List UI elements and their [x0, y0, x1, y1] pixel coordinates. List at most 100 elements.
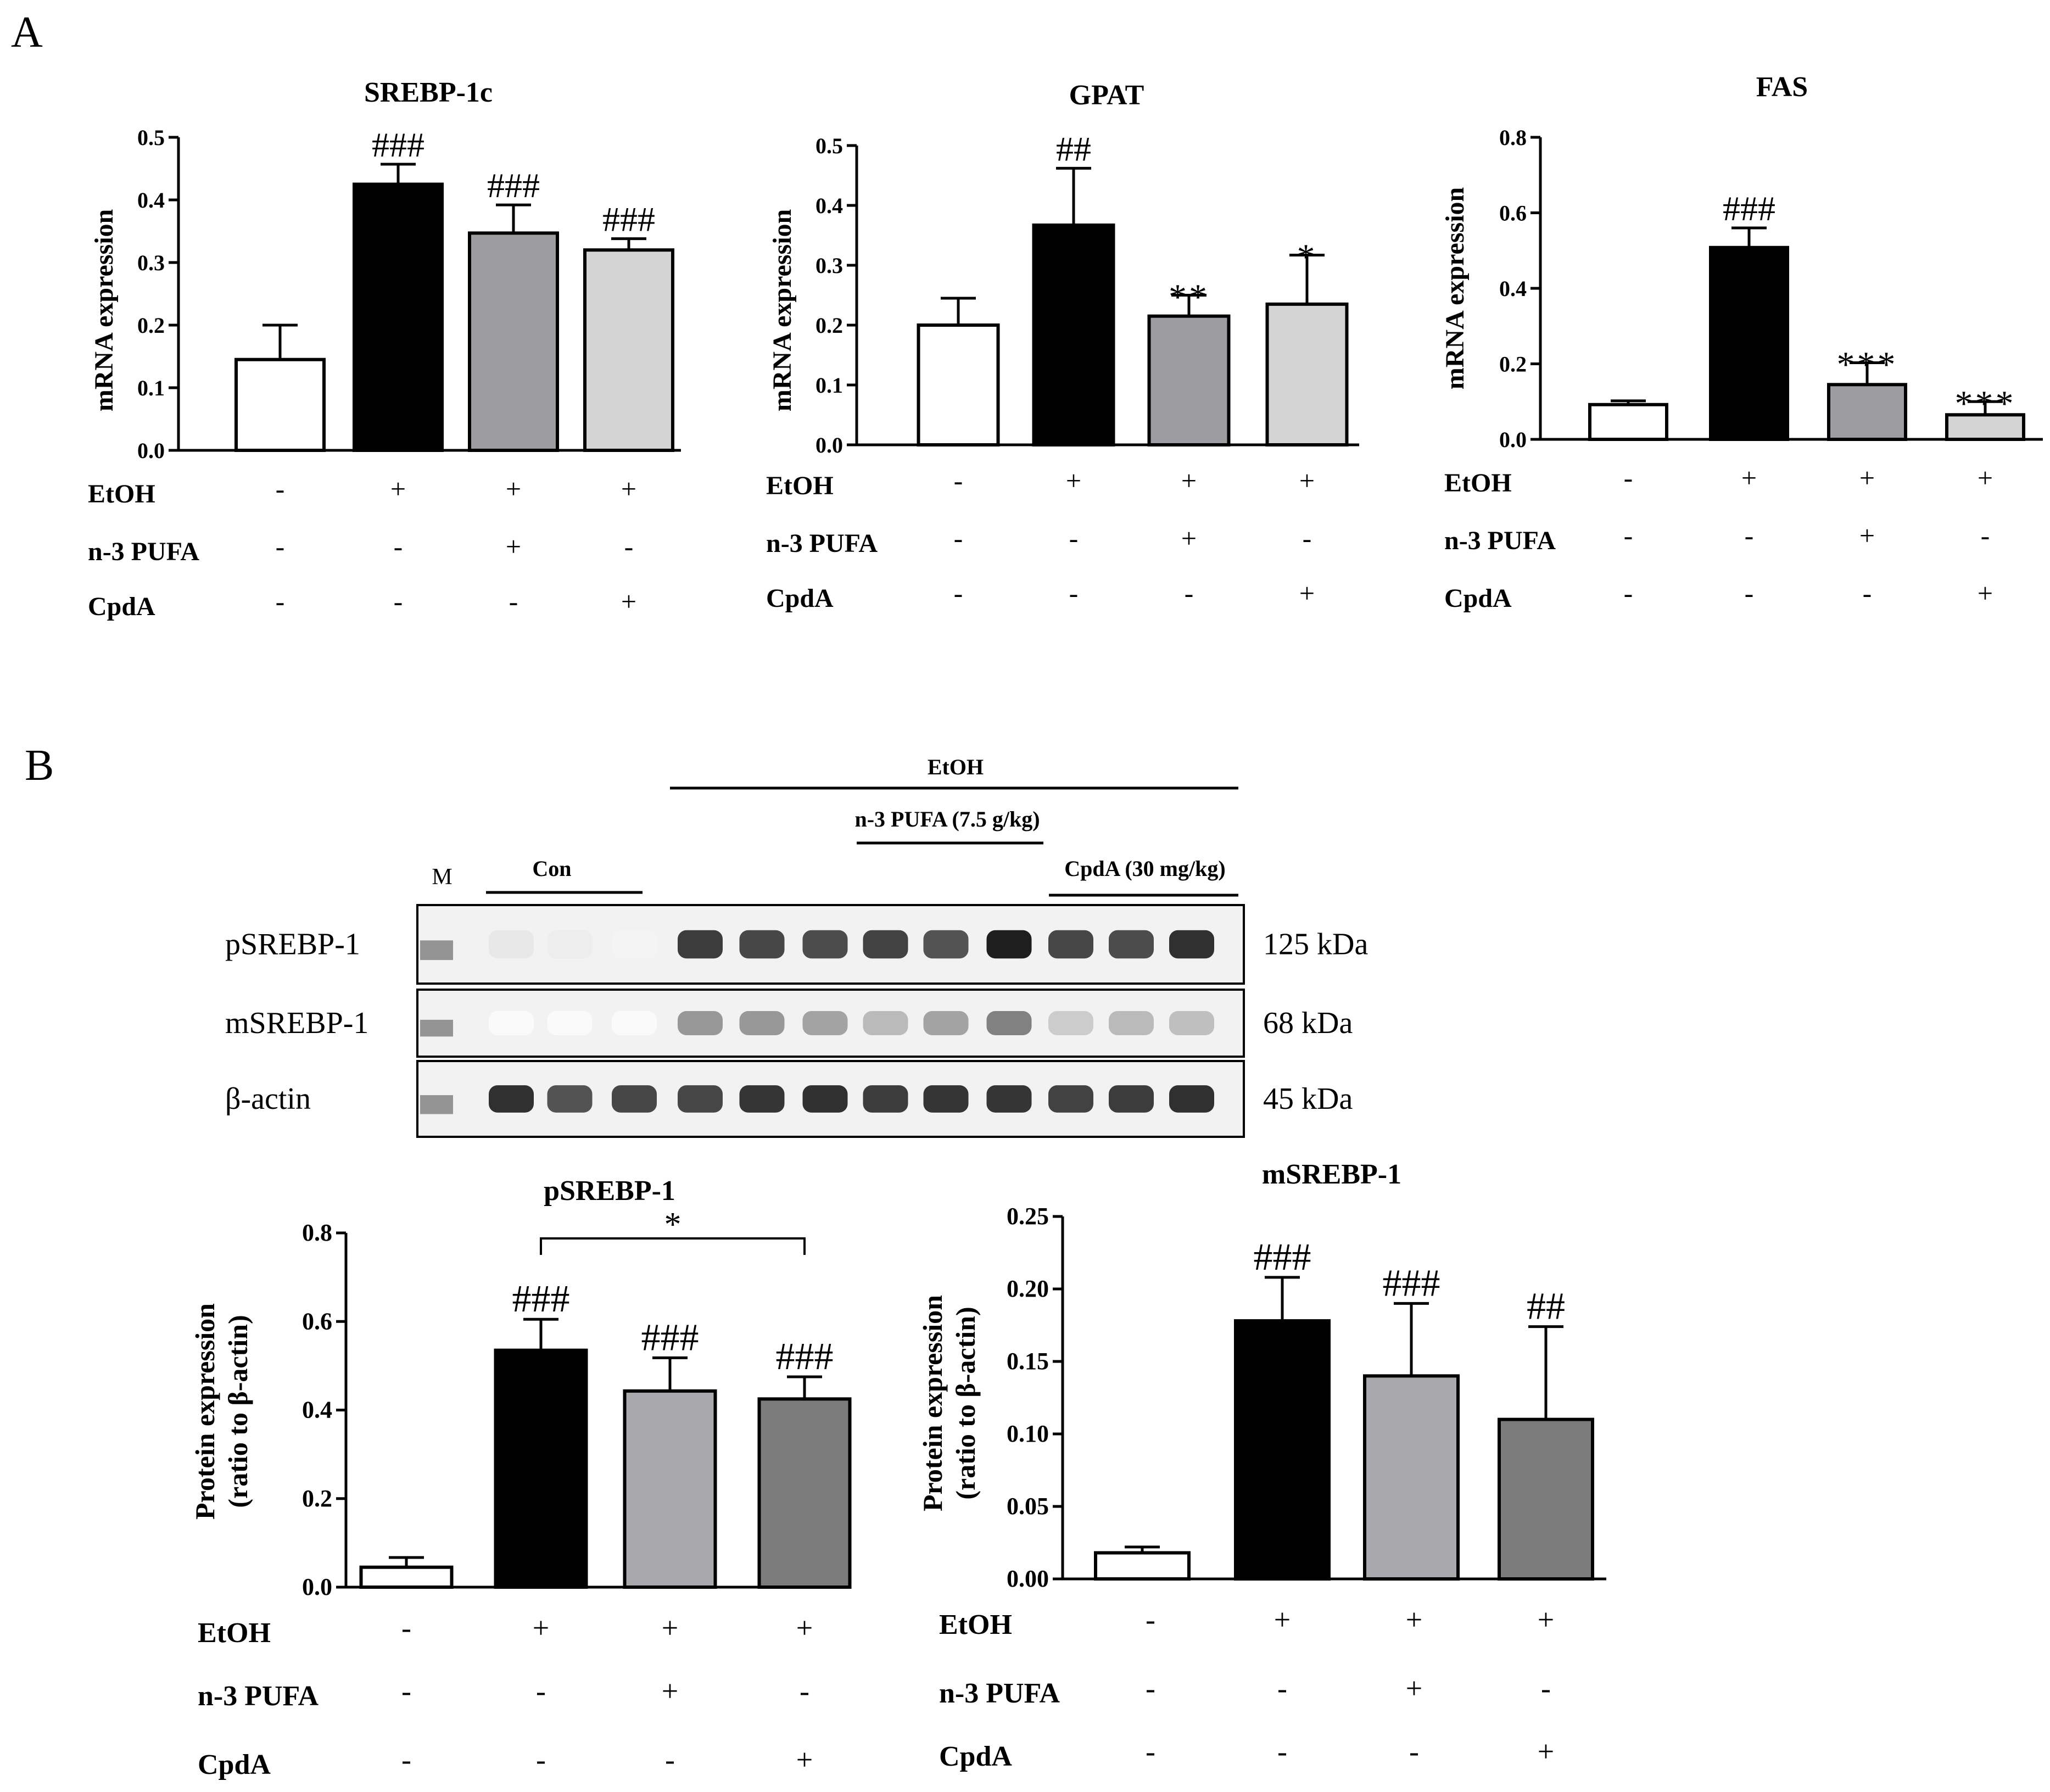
blot-band: [678, 930, 723, 959]
marker-band: [420, 1095, 453, 1114]
bar: [1827, 383, 1907, 441]
y-tick-label: 0.00: [1007, 1565, 1049, 1592]
bar: [1234, 1319, 1331, 1581]
blot-band: [678, 1011, 723, 1035]
blot-band: [1048, 1011, 1093, 1035]
treatment-sign: +: [1859, 462, 1875, 493]
bar: [1265, 302, 1349, 446]
bar: [623, 1389, 717, 1589]
treatment-sign: +: [1406, 1672, 1422, 1705]
treatment-sign: -: [536, 1743, 546, 1776]
blot-band: [802, 1011, 848, 1035]
blot-row-label: mSREBP-1: [225, 1006, 368, 1040]
bar: [494, 1348, 588, 1589]
significance-label: ###: [512, 1278, 570, 1320]
bar: [757, 1397, 852, 1589]
significance-label: ###: [1723, 189, 1775, 228]
treatment-sign: +: [621, 586, 636, 617]
treatment-sign: -: [665, 1743, 675, 1776]
treatment-sign: +: [1406, 1603, 1422, 1636]
treatment-sign: -: [276, 473, 285, 504]
treatment-sign: +: [1274, 1603, 1291, 1636]
bar: [917, 323, 1000, 446]
significance-label: ###: [641, 1316, 699, 1359]
y-tick-label: 0.25: [1007, 1203, 1049, 1230]
blot-band: [1109, 1085, 1154, 1113]
treatment-sign: -: [624, 531, 634, 562]
treatment-sign: +: [662, 1674, 678, 1707]
chart-title: GPAT: [1069, 80, 1144, 111]
blot-band: [678, 1085, 723, 1113]
treatment-sign: +: [390, 473, 406, 504]
treatment-sign: -: [1069, 523, 1079, 554]
treatment-sign: +: [662, 1611, 678, 1644]
treatment-sign: -: [954, 465, 963, 496]
y-tick-label: 0.4: [815, 193, 843, 218]
blot-band: [612, 930, 657, 959]
significance-label: ##: [1056, 129, 1091, 168]
blot-band: [547, 1011, 593, 1035]
treatment-sign: +: [1741, 462, 1757, 493]
treatment-sign: -: [1745, 578, 1754, 609]
chart-gpat: GPAT mRNA expression 0.0 0.1 0.2 0.3 0.4 0.5 ## *…: [766, 80, 1359, 613]
blot-size-label: 45 kDa: [1263, 1082, 1353, 1116]
blot-band: [863, 1011, 908, 1035]
blot-row-label: pSREBP-1: [225, 928, 360, 962]
bar: [1094, 1551, 1191, 1581]
treatment-sign: -: [536, 1674, 546, 1707]
chart-title: mSREBP-1: [1262, 1159, 1401, 1190]
treatment-label: EtOH: [198, 1617, 271, 1649]
treatment-sign: -: [1981, 520, 1990, 551]
blot-row-label: β-actin: [225, 1082, 311, 1116]
bar: [1588, 403, 1668, 441]
bar: [1945, 413, 2025, 441]
treatment-sign: +: [796, 1743, 813, 1776]
treatment-label: CpdA: [88, 592, 155, 621]
significance-label: ###: [1254, 1236, 1311, 1279]
blot-band: [1169, 1085, 1214, 1113]
y-tick-label: 0.5: [137, 125, 165, 150]
y-tick-label: 0.0: [1499, 427, 1527, 452]
bar: [1147, 314, 1231, 447]
significance-label: ###: [1383, 1262, 1440, 1304]
treatment-sign: +: [1066, 465, 1081, 496]
y-axis-label: Protein expression(ratio to β-actin): [917, 1295, 981, 1511]
treatment-sign: -: [1624, 462, 1633, 493]
treatment-sign: -: [401, 1674, 411, 1707]
treatment-label: CpdA: [1444, 584, 1512, 613]
y-tick-label: 0.3: [137, 250, 165, 275]
treatment-label: EtOH: [939, 1609, 1012, 1640]
treatment-sign: -: [1146, 1603, 1155, 1636]
treatment-sign: -: [954, 523, 963, 554]
chart-title: pSREBP-1: [544, 1175, 675, 1207]
treatment-label: CpdA: [766, 584, 834, 613]
bar: [1032, 223, 1115, 446]
y-tick-label: 0.1: [137, 376, 165, 400]
y-tick-label: 0.5: [815, 133, 843, 158]
panel-label-a: A: [11, 8, 43, 57]
blot-size-label: 125 kDa: [1263, 928, 1368, 962]
marker-band: [420, 940, 453, 961]
western-blot: EtOH n-3 PUFA (7.5 g/kg) M Con CpdA (30 …: [225, 755, 1368, 1138]
blot-cpda-label: CpdA (30 mg/kg): [1064, 856, 1225, 881]
treatment-sign: -: [1409, 1735, 1419, 1768]
treatment-sign: +: [1299, 465, 1315, 496]
treatment-sign: +: [621, 473, 636, 504]
y-axis-label-line: Protein expression: [189, 1303, 220, 1520]
blot-size-label: 68 kDa: [1263, 1006, 1353, 1040]
treatment-sign: +: [506, 473, 521, 504]
treatment-sign: -: [394, 586, 403, 617]
y-tick-label: 0.8: [302, 1219, 332, 1246]
treatment-sign: +: [533, 1611, 549, 1644]
bar: [468, 231, 559, 452]
treatment-sign: -: [1146, 1672, 1155, 1705]
significance-label: **: [1169, 277, 1209, 317]
y-axis-label: mRNA expression: [768, 209, 797, 411]
y-tick-label: 0.05: [1007, 1493, 1049, 1520]
y-tick-label: 0.4: [137, 188, 165, 213]
blot-band: [739, 930, 785, 959]
blot-band: [1109, 1011, 1154, 1035]
y-tick-label: 0.3: [815, 253, 843, 278]
y-tick-label: 0.0: [815, 433, 843, 457]
bar: [1363, 1374, 1460, 1581]
